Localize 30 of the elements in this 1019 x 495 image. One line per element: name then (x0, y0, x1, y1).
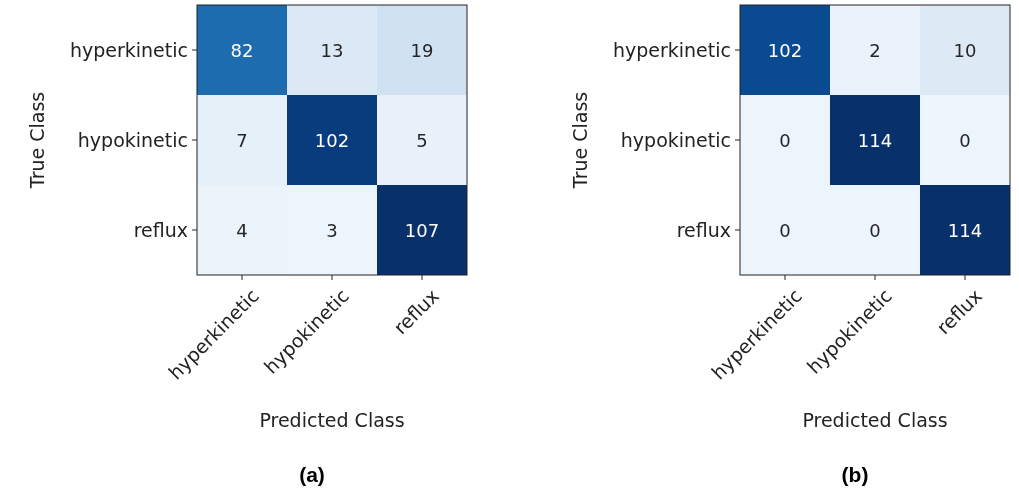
data-label: 0 (779, 129, 791, 151)
y-axis-title: True Class (26, 91, 48, 190)
x-axis-title: Predicted Class (802, 409, 948, 431)
data-label: 7 (236, 129, 248, 151)
data-label: 0 (959, 129, 971, 151)
data-label: 102 (767, 39, 803, 61)
text: (a) (299, 463, 325, 486)
data-label: 10 (953, 39, 977, 61)
data-label: 3 (326, 219, 338, 241)
data-label: 82 (230, 39, 254, 61)
y-tick-label: reflux (676, 219, 731, 241)
x-axis-title: Predicted Class (259, 409, 405, 431)
data-label: 4 (236, 219, 248, 241)
data-label: 107 (404, 219, 440, 241)
data-label: 5 (416, 129, 428, 151)
data-label: 0 (779, 219, 791, 241)
text: (b) (841, 463, 869, 486)
y-axis-title: True Class (569, 91, 591, 190)
data-label: 0 (869, 219, 881, 241)
y-tick-label: hyperkinetic (612, 39, 731, 61)
y-tick-label: reflux (133, 219, 188, 241)
y-tick-label: hypokinetic (77, 129, 188, 151)
data-label: 19 (410, 39, 434, 61)
y-tick-label: hypokinetic (620, 129, 731, 151)
data-label: 114 (857, 129, 893, 151)
data-label: 2 (869, 39, 881, 61)
data-label: 102 (314, 129, 350, 151)
y-tick-label: hyperkinetic (69, 39, 188, 61)
data-label: 114 (947, 219, 983, 241)
data-label: 13 (320, 39, 344, 61)
